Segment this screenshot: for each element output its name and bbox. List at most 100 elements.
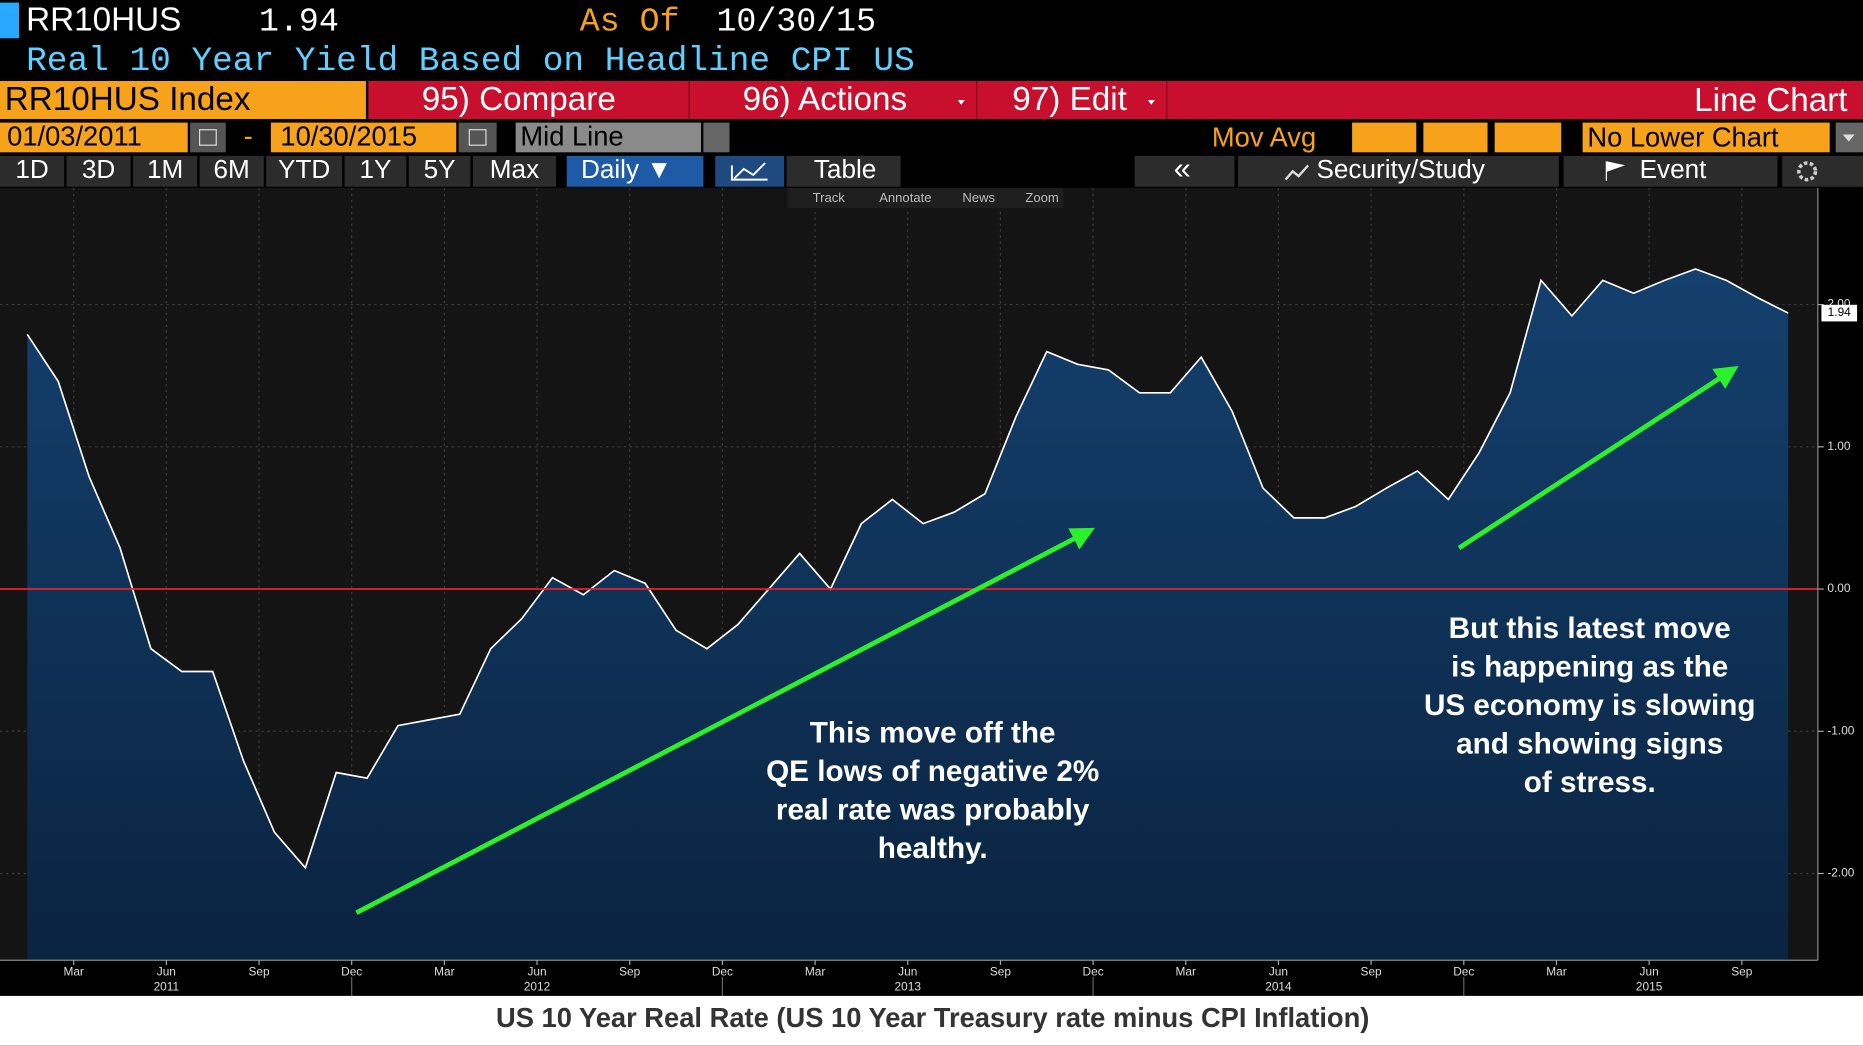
actions-menu[interactable]: 96) Actions	[743, 81, 908, 118]
calendar-button[interactable]	[190, 122, 226, 153]
security-field[interactable]	[0, 81, 366, 120]
chart-tool[interactable]: Track	[813, 190, 846, 205]
year-label: 2014	[1265, 980, 1292, 994]
mov-avg-field[interactable]	[1352, 122, 1417, 153]
chart-tool[interactable]: Annotate	[879, 190, 931, 205]
chart-type[interactable]: Line Chart	[1694, 82, 1847, 119]
period-button[interactable]	[344, 155, 407, 187]
calendar-icon	[468, 129, 487, 146]
period-label: 3D	[82, 154, 115, 184]
as-of-label: As Of	[580, 2, 680, 40]
annotation-arrow	[355, 527, 1095, 915]
line-mode-field[interactable]	[515, 122, 702, 153]
period-button[interactable]	[472, 155, 557, 187]
status-block	[0, 2, 20, 39]
x-tick-label: Dec	[1453, 964, 1474, 978]
collapse-button[interactable]	[1134, 155, 1235, 187]
lower-chart: No Lower Chart	[1587, 121, 1779, 152]
edit-menu[interactable]: 97) Edit	[1012, 81, 1127, 118]
settings-button[interactable]	[1782, 155, 1863, 187]
x-tick-label: Mar	[434, 964, 454, 978]
year-label: 2013	[895, 980, 922, 994]
x-tick-label: Jun	[1269, 964, 1288, 978]
start-date-field[interactable]	[0, 122, 188, 153]
line-mode: Mid Line	[520, 120, 623, 151]
year-label: 2012	[524, 980, 550, 994]
x-tick-label: Mar	[1176, 964, 1196, 978]
annotation-line: But this latest move	[1449, 612, 1731, 645]
x-tick-label: Dec	[341, 964, 362, 978]
calendar-icon	[199, 129, 217, 146]
security-description: Real 10 Year Yield Based on Headline CPI…	[26, 42, 915, 81]
y-tick-label: 0.00	[1827, 581, 1851, 595]
y-tick-label: 1.00	[1827, 439, 1851, 453]
x-tick-label: Mar	[63, 964, 83, 978]
dropdown-caret	[1147, 100, 1155, 105]
x-tick-label: Jun	[898, 964, 917, 978]
period-label: Max	[490, 154, 539, 184]
x-tick-label: Dec	[712, 964, 733, 978]
caption: US 10 Year Real Rate (US 10 Year Treasur…	[496, 1002, 1369, 1033]
chart-tool[interactable]: Zoom	[1025, 190, 1058, 205]
dropdown-caret	[957, 100, 965, 105]
period-button[interactable]	[0, 155, 65, 187]
x-tick-label: Mar	[1546, 964, 1566, 978]
period-button[interactable]	[199, 155, 264, 187]
dropdown-caret	[1842, 134, 1855, 142]
annotation-line: real rate was probably	[776, 793, 1090, 826]
period-label: 1D	[15, 154, 48, 184]
menu-bar	[368, 81, 1863, 120]
period-button[interactable]	[266, 155, 343, 187]
frequency-button[interactable]	[566, 155, 704, 187]
line	[26, 268, 1789, 870]
chart-tool[interactable]: News	[962, 190, 995, 205]
chart-mode-button[interactable]	[715, 155, 785, 187]
y-tick-label: -2.00	[1827, 866, 1854, 880]
mov-avg-field[interactable]	[1494, 122, 1562, 153]
annotation-line: of stress.	[1524, 766, 1656, 799]
annotation-line: This move off the	[810, 716, 1056, 749]
period-button[interactable]	[408, 155, 471, 187]
annotation-line: QE lows of negative 2%	[766, 755, 1099, 788]
ticker: RR10HUS	[26, 1, 181, 38]
table-label: Table	[814, 154, 876, 184]
x-tick-label: Sep	[990, 964, 1012, 978]
mov-avg-label: Mov Avg	[1212, 121, 1316, 152]
x-tick-label: Mar	[805, 964, 825, 978]
chart-tools-bar	[787, 187, 1064, 209]
x-tick-label: Sep	[1731, 964, 1753, 978]
x-tick-label: Sep	[1361, 964, 1383, 978]
chart-tools: Track Annotate News Zoom	[813, 190, 1059, 205]
compare-menu[interactable]: 95) Compare	[422, 81, 616, 118]
settings-icon	[1797, 161, 1818, 182]
period-label: 5Y	[424, 154, 456, 184]
x-tick-label: Jun	[1640, 964, 1659, 978]
annotations: This move off the QE lows of negative 2% r…	[766, 612, 1755, 865]
x-tick-label: Sep	[248, 964, 270, 978]
event-label: Event	[1640, 154, 1708, 184]
period-buttons: 1D 3D 1M 6M YTD 1Y 5Y Max	[0, 154, 557, 187]
period-button[interactable]	[66, 155, 131, 187]
calendar-button[interactable]	[458, 122, 497, 153]
end-date-field[interactable]	[270, 122, 457, 153]
dropdown-button[interactable]	[703, 122, 730, 153]
table-button[interactable]	[786, 155, 901, 187]
period-button[interactable]	[133, 155, 198, 187]
mov-avg-field[interactable]	[1423, 122, 1488, 153]
event-button[interactable]	[1563, 155, 1778, 187]
period-label: 6M	[214, 154, 250, 184]
study-label: Security/Study	[1316, 154, 1485, 184]
lower-chart-field[interactable]	[1582, 122, 1830, 153]
x-tick-label: Jun	[157, 964, 176, 978]
annotation-line: healthy.	[878, 832, 988, 865]
date-dash: -	[244, 120, 253, 151]
as-of-date: 10/30/15	[716, 2, 876, 40]
year-label: 2015	[1636, 980, 1663, 994]
period-label: 1Y	[359, 154, 391, 184]
end-date: 10/30/2015	[280, 120, 417, 151]
annotation-line: is happening as the	[1451, 650, 1728, 683]
period-label: YTD	[278, 154, 330, 184]
